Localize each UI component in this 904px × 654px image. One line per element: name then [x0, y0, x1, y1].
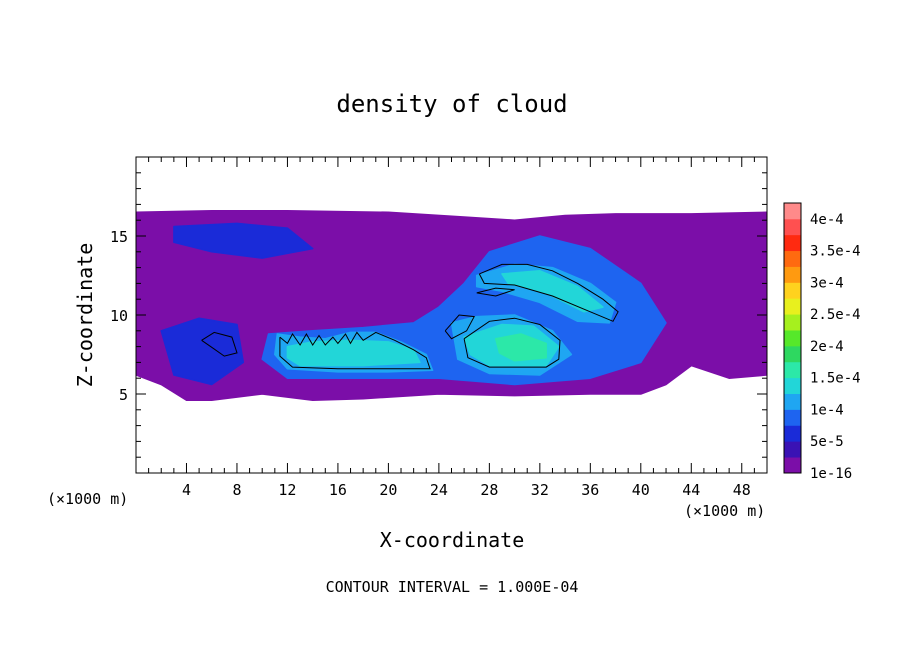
colorbar-label: 2.5e-4: [810, 307, 861, 323]
y-tick-label: 5: [119, 386, 128, 404]
colorbar-frame: [783, 202, 802, 474]
colorbar-swatch: [784, 298, 801, 315]
colorbar-swatch: [784, 203, 801, 220]
x-tick-label: 12: [278, 481, 296, 499]
contour-line-3: [476, 287, 515, 297]
x-tick-label: 32: [531, 481, 549, 499]
contour-line-4: [444, 314, 475, 340]
colorbar-swatch: [784, 314, 801, 331]
x-tick-label: 28: [480, 481, 498, 499]
colorbar-labels: 1e-16 5e-5 1e-4 1.5e-4 2e-4 2.5e-4 3e-4 3.5e-4 4…: [810, 212, 861, 482]
cloud-fills: [136, 209, 767, 402]
colorbar-label: 2e-4: [810, 339, 844, 355]
colorbar-swatch: [784, 218, 801, 236]
x-unit-left: (×1000 m): [47, 490, 128, 508]
colorbar-swatch: [784, 425, 801, 442]
x-tick-label: 8: [232, 481, 241, 499]
colorbar-label: 3.5e-4: [810, 244, 861, 260]
colorbar-swatch: [784, 330, 801, 347]
x-tick-label: 20: [379, 481, 397, 499]
x-tick-labels: 4 8 12 16 20 24 28 32 36 40 44 48: [182, 481, 751, 499]
x-unit-right: (×1000 m): [684, 502, 765, 520]
colorbar-swatch: [784, 282, 801, 299]
cloud-region-9: [494, 333, 547, 362]
colorbar-label: 1.5e-4: [810, 371, 861, 387]
contour-line-5: [201, 331, 238, 357]
axis-ticks: [136, 157, 767, 473]
colorbar-swatch: [784, 377, 801, 394]
x-tick-label: 24: [430, 481, 448, 499]
colorbar-label: 1e-16: [810, 466, 852, 482]
colorbar-swatch: [784, 409, 801, 426]
plot-area: [136, 209, 767, 402]
colorbar-label: 4e-4: [810, 212, 844, 228]
cloud-region-1: [173, 222, 314, 259]
colorbar-swatch: [784, 234, 801, 252]
contour-interval-note: CONTOUR INTERVAL = 1.000E-04: [326, 578, 579, 596]
contour-line-0: [279, 331, 431, 370]
colorbar-swatch: [784, 345, 801, 363]
colorbar-swatch: [784, 266, 801, 283]
x-tick-label: 4: [182, 481, 191, 499]
colorbar-swatch: [784, 457, 801, 474]
x-tick-label: 16: [329, 481, 347, 499]
y-tick-labels: 5 10 15: [110, 228, 128, 404]
x-tick-label: 40: [632, 481, 650, 499]
colorbar-label: 3e-4: [810, 275, 844, 291]
colorbar-label: 1e-4: [810, 403, 844, 419]
colorbar-swatch: [784, 393, 801, 410]
y-tick-label: 10: [110, 307, 128, 325]
chart-title: density of cloud: [336, 90, 567, 118]
colorbar: [783, 202, 802, 474]
contour-line-1: [463, 317, 561, 368]
cloud-region-7: [286, 339, 421, 367]
colorbar-label: 5e-5: [810, 434, 844, 450]
y-tick-label: 15: [110, 228, 128, 246]
x-tick-label: 48: [733, 481, 751, 499]
colorbar-swatch: [784, 441, 801, 458]
colorbar-swatch: [784, 361, 801, 379]
contour-line-2: [478, 263, 619, 322]
contour-lines: [201, 263, 619, 370]
y-axis-label: Z-coordinate: [73, 243, 97, 388]
x-axis-label: X-coordinate: [380, 528, 525, 552]
colorbar-swatch: [784, 250, 801, 267]
x-tick-label: 44: [682, 481, 700, 499]
x-tick-label: 36: [581, 481, 599, 499]
